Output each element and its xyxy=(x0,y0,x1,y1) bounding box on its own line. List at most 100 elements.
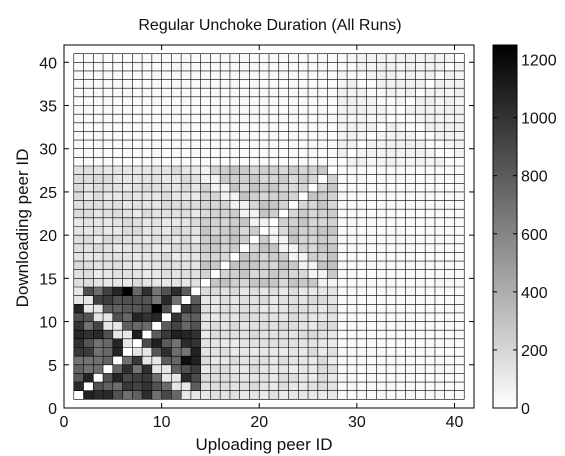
heatmap-cell xyxy=(327,131,338,141)
heatmap-cell xyxy=(103,356,113,365)
heatmap-cell xyxy=(395,209,406,218)
heatmap-cell xyxy=(132,79,143,89)
heatmap-cell xyxy=(142,321,152,331)
heatmap-cell xyxy=(308,217,318,227)
heatmap-cell xyxy=(444,174,455,184)
heatmap-cell xyxy=(200,330,211,339)
heatmap-cell xyxy=(386,157,396,166)
heatmap-cell xyxy=(405,287,416,296)
x-axis-ticks: 0 10 20 30 40 xyxy=(60,45,463,431)
x-tick-label: 30 xyxy=(348,414,366,431)
heatmap-cell xyxy=(200,278,211,287)
heatmap-cell xyxy=(317,79,328,89)
heatmap-cell xyxy=(151,200,162,210)
heatmap-cell xyxy=(444,269,455,279)
heatmap-cell xyxy=(444,347,455,357)
heatmap-cell xyxy=(142,79,152,89)
heatmap-cell xyxy=(405,114,416,123)
heatmap-cell xyxy=(220,382,230,391)
heatmap-cell xyxy=(259,88,269,97)
heatmap-cell xyxy=(415,269,426,279)
heatmap-cell xyxy=(229,70,240,80)
heatmap-cell xyxy=(366,295,377,305)
heatmap-cell xyxy=(151,174,162,184)
heatmap-cell xyxy=(181,114,191,123)
heatmap-cell xyxy=(298,235,309,244)
heatmap-cell xyxy=(112,235,123,244)
heatmap-cell xyxy=(269,140,279,149)
heatmap-cell xyxy=(210,235,221,244)
heatmap-cell xyxy=(269,261,279,270)
heatmap-cell xyxy=(132,235,143,244)
heatmap-cell xyxy=(161,235,172,244)
heatmap-cell xyxy=(269,209,279,218)
heatmap-cell xyxy=(327,390,338,400)
heatmap-cell xyxy=(278,122,289,132)
heatmap-cell xyxy=(434,174,445,184)
heatmap-cell xyxy=(395,312,406,322)
colorbar-tick-label: 400 xyxy=(521,285,548,302)
heatmap-cell xyxy=(337,166,348,175)
heatmap-cell xyxy=(395,338,406,348)
heatmap-cell xyxy=(327,88,338,97)
heatmap-cell xyxy=(73,114,84,123)
heatmap-cell xyxy=(366,390,377,400)
heatmap-cell xyxy=(181,390,191,400)
heatmap-cell xyxy=(259,140,269,149)
heatmap-cell xyxy=(269,174,279,184)
heatmap-cell xyxy=(259,295,269,305)
heatmap-cell xyxy=(181,304,191,313)
heatmap-cell xyxy=(112,140,123,149)
heatmap-cell xyxy=(298,321,309,331)
heatmap-cell xyxy=(356,200,367,210)
heatmap-cell xyxy=(93,312,104,322)
heatmap-cell xyxy=(259,166,269,175)
heatmap-cell xyxy=(229,330,240,339)
heatmap-cell xyxy=(122,364,133,374)
heatmap-cell xyxy=(200,157,211,166)
heatmap-cell xyxy=(249,252,260,262)
heatmap-cell xyxy=(317,304,328,313)
heatmap-cell xyxy=(386,295,396,305)
heatmap-cell xyxy=(93,79,104,89)
heatmap-cell xyxy=(220,226,230,236)
heatmap-cell xyxy=(308,321,318,331)
heatmap-cell xyxy=(112,70,123,80)
heatmap-cell xyxy=(317,191,328,201)
heatmap-cell xyxy=(239,321,250,331)
heatmap-cell xyxy=(103,226,113,236)
heatmap-cell xyxy=(122,382,133,391)
heatmap-cell xyxy=(425,304,435,313)
heatmap-cell xyxy=(220,304,230,313)
heatmap-cell xyxy=(444,157,455,166)
heatmap-cell xyxy=(142,62,152,71)
heatmap-cell xyxy=(366,191,377,201)
heatmap-cell xyxy=(376,373,387,383)
heatmap-cell xyxy=(327,166,338,175)
heatmap-cell xyxy=(171,226,182,236)
heatmap-cell xyxy=(376,53,387,63)
heatmap-cell xyxy=(142,174,152,184)
heatmap-cell xyxy=(454,321,465,331)
heatmap-cell xyxy=(229,252,240,262)
heatmap-cell xyxy=(376,209,387,218)
heatmap-cell xyxy=(112,390,123,400)
heatmap-cell xyxy=(386,382,396,391)
heatmap-cell xyxy=(249,382,260,391)
heatmap-cell xyxy=(93,88,104,97)
heatmap-cell xyxy=(327,62,338,71)
heatmap-cell xyxy=(161,312,172,322)
heatmap-cell xyxy=(278,347,289,357)
heatmap-cell xyxy=(112,269,123,279)
heatmap-cell xyxy=(112,62,123,71)
heatmap-cell xyxy=(395,88,406,97)
heatmap-cell xyxy=(200,191,211,201)
heatmap-cell xyxy=(132,364,143,374)
heatmap-cell xyxy=(278,330,289,339)
heatmap-cell xyxy=(190,174,201,184)
heatmap-cell xyxy=(210,356,221,365)
heatmap-cell xyxy=(269,382,279,391)
heatmap-cell xyxy=(425,200,435,210)
heatmap-cell xyxy=(259,330,269,339)
heatmap-cell xyxy=(210,287,221,296)
